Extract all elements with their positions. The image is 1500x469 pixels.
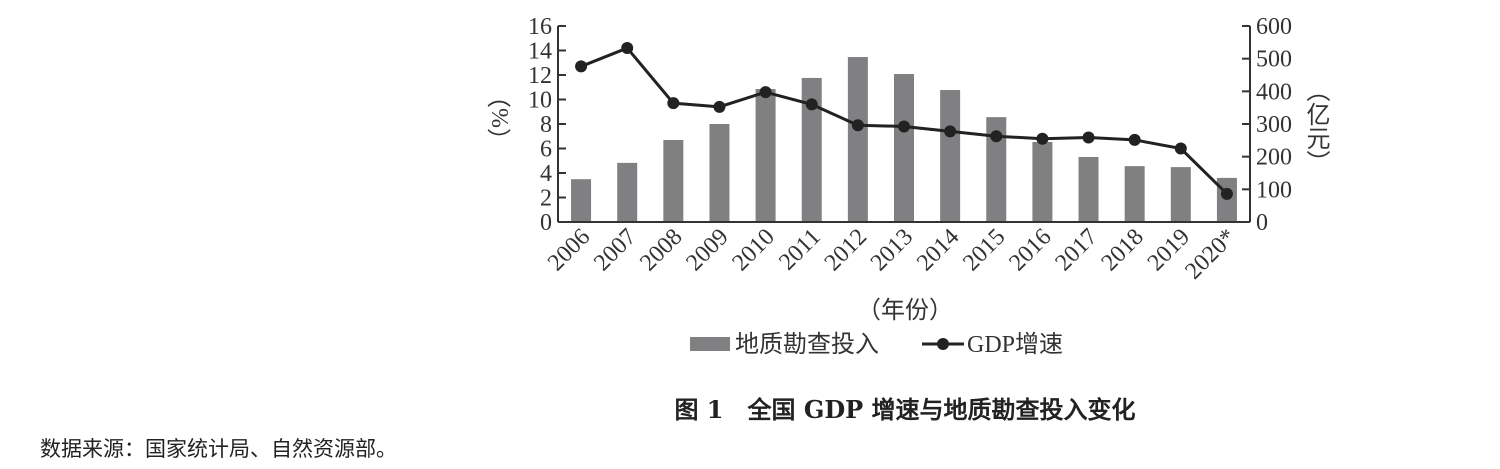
left-tick-label: 14 bbox=[528, 39, 552, 65]
x-axis-label: （年份） bbox=[857, 297, 953, 324]
gdp-point-2018 bbox=[1128, 133, 1141, 146]
gdp-point-2016 bbox=[1036, 132, 1049, 145]
gdp-point-2011 bbox=[805, 98, 818, 111]
right-tick-label: 600 bbox=[1256, 14, 1292, 40]
x-tick-label: 2016 bbox=[1004, 224, 1056, 276]
chart-title: 图 1 全国 GDP 增速与地质勘查投入变化 bbox=[674, 395, 1136, 424]
left-tick-label: 4 bbox=[540, 161, 552, 187]
legend-line-marker bbox=[937, 338, 949, 350]
gdp-point-2010 bbox=[759, 86, 772, 99]
chart-svg: 02468101214160100200300400500600（%）20062… bbox=[488, 14, 1292, 358]
gdp-point-2012 bbox=[851, 119, 864, 132]
bar-2020* bbox=[1216, 177, 1237, 222]
bar-2019 bbox=[1170, 167, 1191, 222]
legend-bar-label: 地质勘查投入 bbox=[735, 331, 879, 358]
legend-bar-swatch bbox=[690, 337, 730, 351]
bar-2011 bbox=[801, 77, 822, 222]
x-tick-label: 2018 bbox=[1097, 224, 1149, 276]
left-tick-label: 8 bbox=[540, 112, 552, 138]
bar-2010 bbox=[755, 89, 776, 223]
x-tick-label: 2007 bbox=[589, 224, 641, 276]
gdp-point-2017 bbox=[1082, 131, 1095, 144]
bar-2008 bbox=[663, 140, 684, 222]
x-tick-label: 2013 bbox=[866, 224, 918, 276]
bar-2017 bbox=[1078, 156, 1099, 222]
bar-2013 bbox=[894, 74, 914, 223]
gdp-point-2020* bbox=[1220, 187, 1233, 200]
gdp-point-2008 bbox=[667, 97, 680, 110]
right-tick-label: 300 bbox=[1256, 112, 1292, 138]
left-tick-label: 12 bbox=[528, 63, 552, 89]
bar-2012 bbox=[847, 57, 868, 223]
right-tick-label: 500 bbox=[1256, 47, 1292, 73]
x-tick-label: 2010 bbox=[728, 224, 780, 276]
gdp-point-2014 bbox=[944, 125, 957, 138]
bar-2009 bbox=[709, 124, 730, 222]
bar-2018 bbox=[1124, 166, 1145, 222]
bar-2016 bbox=[1032, 141, 1053, 222]
source-note: 数据来源：国家统计局、自然资源部。 bbox=[40, 437, 397, 461]
x-tick-label: 2014 bbox=[912, 224, 964, 276]
left-tick-label: 0 bbox=[540, 210, 552, 236]
x-tick-label: 2017 bbox=[1050, 224, 1102, 276]
gdp-point-2009 bbox=[713, 100, 726, 113]
gdp-point-2007 bbox=[621, 42, 634, 55]
bar-2014 bbox=[940, 90, 961, 222]
right-tick-label: 400 bbox=[1256, 79, 1292, 105]
bar-2015 bbox=[986, 117, 1007, 222]
gdp-point-2006 bbox=[575, 60, 588, 73]
bar-2006 bbox=[571, 179, 592, 222]
x-tick-label: 2012 bbox=[820, 224, 872, 276]
right-axis-label: （亿元） bbox=[1302, 78, 1330, 174]
right-tick-label: 100 bbox=[1256, 177, 1292, 203]
x-tick-label: 2008 bbox=[635, 224, 687, 276]
right-tick-label: 200 bbox=[1256, 145, 1292, 171]
right-tick-label: 0 bbox=[1256, 210, 1268, 236]
left-tick-label: 10 bbox=[528, 88, 552, 114]
bar-2007 bbox=[617, 162, 638, 222]
gdp-point-2015 bbox=[990, 130, 1003, 143]
legend-line-label: GDP增速 bbox=[967, 331, 1063, 358]
left-tick-label: 6 bbox=[540, 137, 552, 163]
left-axis-label: （%） bbox=[488, 84, 514, 152]
x-tick-label: 2009 bbox=[681, 224, 733, 276]
x-tick-label: 2015 bbox=[958, 224, 1010, 276]
left-tick-label: 2 bbox=[540, 186, 552, 212]
x-tick-label: 2011 bbox=[774, 224, 826, 276]
gdp-point-2013 bbox=[898, 120, 910, 133]
x-tick-label: 2020* bbox=[1180, 224, 1241, 285]
gdp-point-2019 bbox=[1174, 142, 1187, 155]
left-tick-label: 16 bbox=[528, 14, 552, 40]
